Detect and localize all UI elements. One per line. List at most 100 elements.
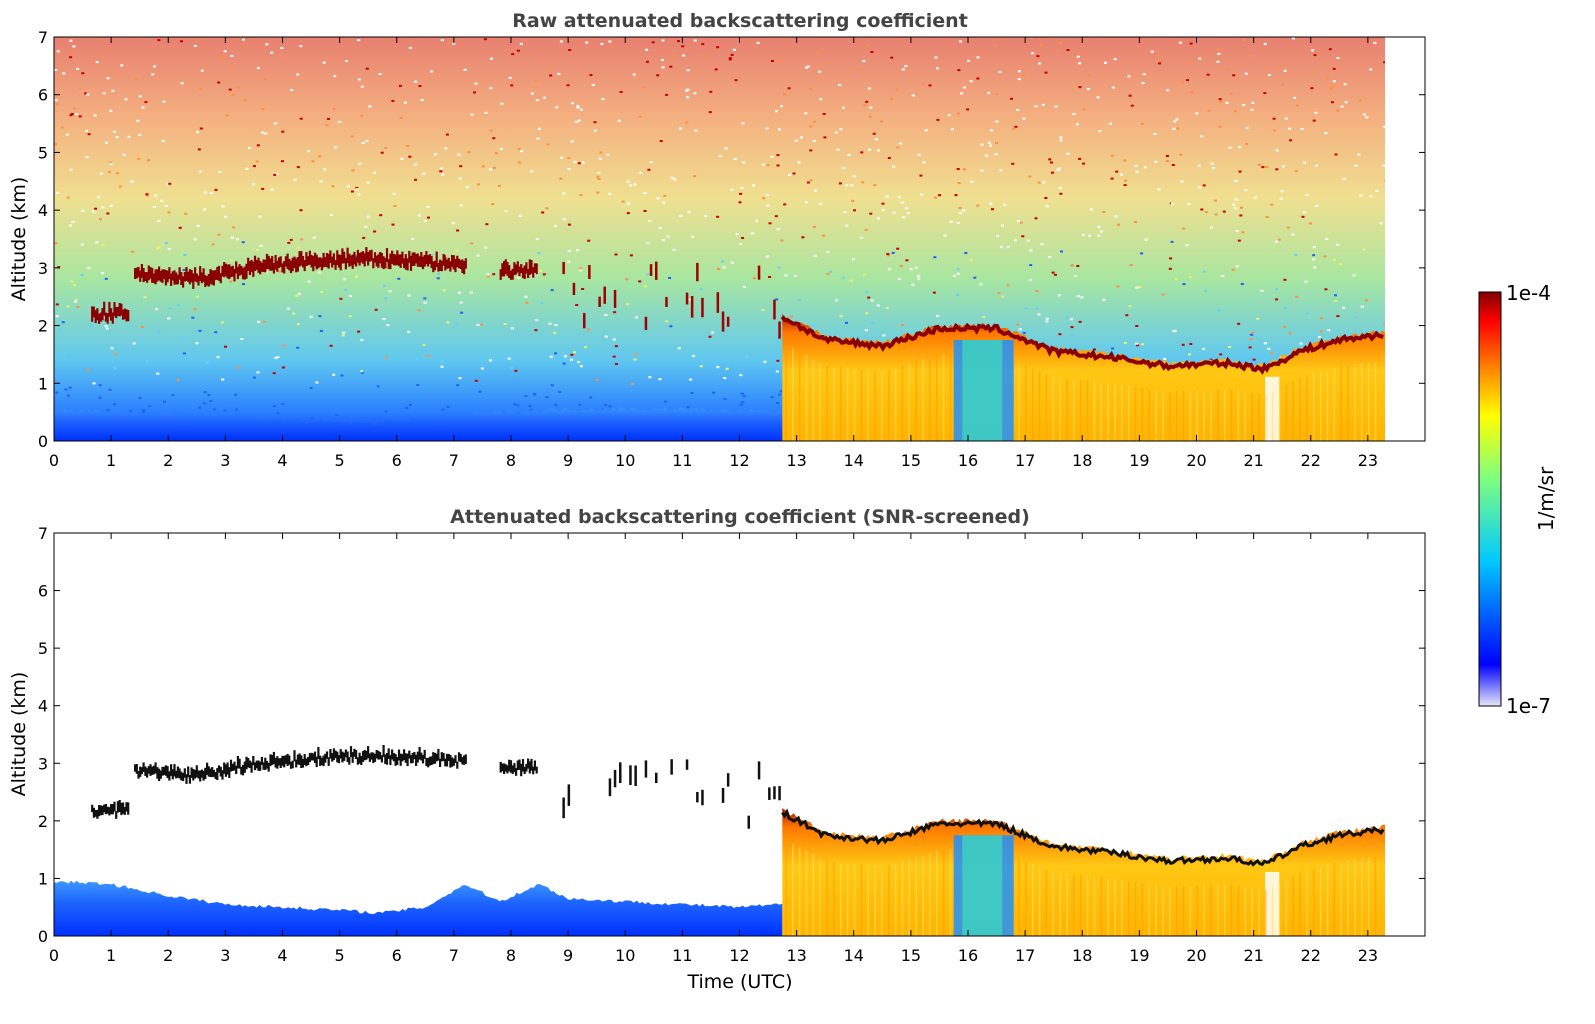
low-cloud-streak xyxy=(1244,391,1246,441)
noise-speck xyxy=(296,346,300,349)
noise-speck xyxy=(360,114,364,117)
noise-speck xyxy=(1019,221,1023,224)
noise-speck xyxy=(895,88,899,91)
noise-speck xyxy=(1141,82,1145,84)
noise-speck xyxy=(362,236,366,239)
noise-speck xyxy=(608,192,612,195)
noise-speck xyxy=(581,161,585,164)
noise-speck xyxy=(86,93,90,96)
noise-speck xyxy=(203,402,207,405)
noise-speck xyxy=(1241,231,1245,234)
cloud-segment xyxy=(250,259,253,273)
noise-speck xyxy=(154,194,158,197)
noise-speck xyxy=(629,184,633,187)
noise-speck xyxy=(681,45,685,48)
noise-speck xyxy=(1117,223,1121,226)
noise-speck xyxy=(959,40,962,43)
cloud-fragment xyxy=(670,759,673,775)
noise-speck xyxy=(1180,180,1184,183)
noise-speck xyxy=(93,114,97,117)
low-cloud-streak xyxy=(1285,879,1288,936)
noise-speck xyxy=(414,80,418,83)
cloud-segment xyxy=(120,802,123,816)
noise-speck xyxy=(152,206,156,209)
noise-speck xyxy=(1181,343,1185,346)
noise-speck xyxy=(666,235,670,238)
noise-speck xyxy=(1382,164,1386,167)
cloud-segment xyxy=(111,312,114,324)
cloud-fragment xyxy=(613,289,617,308)
noise-speck xyxy=(563,355,567,358)
noise-speck xyxy=(763,360,767,363)
noise-speck xyxy=(491,203,495,206)
noise-speck xyxy=(55,315,59,318)
low-cloud-streak xyxy=(812,854,815,936)
noise-speck xyxy=(65,133,69,136)
noise-speck xyxy=(1304,280,1308,283)
noise-speck xyxy=(510,366,514,369)
cloud-segment xyxy=(276,260,279,272)
cloud-segment xyxy=(387,259,390,269)
cloud-segment xyxy=(516,760,519,771)
noise-speck xyxy=(320,291,324,293)
noise-speck xyxy=(947,114,951,117)
cloud-segment xyxy=(248,261,251,275)
colorbar-label: 1/m/sr xyxy=(1534,466,1558,531)
noise-speck xyxy=(256,248,259,251)
y-tick-label: 4 xyxy=(38,697,48,716)
noise-speck xyxy=(899,265,903,267)
noise-speck xyxy=(997,292,1001,295)
noise-speck xyxy=(1202,184,1206,187)
noise-speck xyxy=(393,205,397,207)
noise-speck xyxy=(1066,152,1070,155)
low-cloud-streak xyxy=(1107,382,1109,441)
noise-speck xyxy=(976,204,980,207)
noise-speck xyxy=(651,41,655,44)
noise-speck xyxy=(243,99,247,102)
low-cloud-streak xyxy=(949,849,952,936)
cloud-segment xyxy=(217,265,221,281)
noise-speck xyxy=(973,276,977,279)
noise-speck xyxy=(1189,91,1193,94)
noise-speck xyxy=(68,386,72,389)
cloud-fragment xyxy=(773,299,776,320)
cloud-segment xyxy=(527,268,530,278)
noise-speck xyxy=(221,378,225,381)
x-tick-label: 0 xyxy=(49,451,59,470)
cloud-segment xyxy=(284,256,287,267)
noise-speck xyxy=(145,360,149,363)
noise-speck xyxy=(54,143,58,146)
noise-speck xyxy=(224,345,227,348)
noise-speck xyxy=(701,43,705,46)
noise-speck xyxy=(553,224,557,227)
noise-speck xyxy=(270,51,274,54)
noise-speck xyxy=(797,161,801,164)
noise-speck xyxy=(405,406,409,409)
noise-speck xyxy=(771,60,774,62)
low-cloud-streak xyxy=(1155,390,1157,441)
noise-speck xyxy=(122,153,126,156)
noise-speck xyxy=(557,72,561,75)
noise-speck xyxy=(957,182,961,185)
cloud-segment xyxy=(185,774,188,784)
noise-speck xyxy=(995,120,999,123)
noise-speck xyxy=(257,320,261,323)
low-cloud-streak xyxy=(1079,380,1082,441)
noise-speck xyxy=(442,289,446,292)
noise-speck xyxy=(315,381,319,384)
noise-speck xyxy=(1003,203,1007,206)
noise-speck xyxy=(867,296,871,299)
low-cloud-streak xyxy=(792,348,794,441)
noise-speck xyxy=(1189,276,1192,279)
noise-speck xyxy=(497,184,501,187)
noise-speck xyxy=(1332,80,1336,83)
noise-speck xyxy=(1256,317,1260,320)
noise-speck xyxy=(1291,233,1295,236)
noise-speck xyxy=(332,108,336,111)
cloud-segment xyxy=(219,766,222,777)
noise-speck xyxy=(476,254,480,257)
noise-speck xyxy=(193,238,197,241)
noise-speck xyxy=(426,354,430,357)
cloud-segment xyxy=(506,765,509,774)
x-tick-label: 13 xyxy=(786,451,806,470)
